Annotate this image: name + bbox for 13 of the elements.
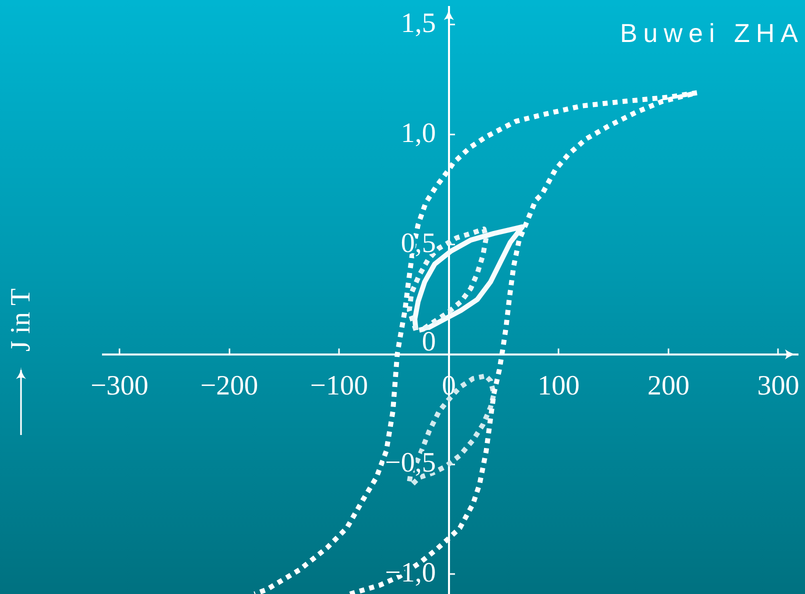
x-tick-label: 200 [647, 370, 690, 402]
x-tick-label: −100 [310, 370, 368, 402]
y-tick-label: 1,0 [400, 118, 436, 149]
x-tick-label: −200 [200, 370, 258, 402]
y-tick-label: 0 [422, 326, 436, 358]
y-tick-label: 1,5 [400, 8, 436, 39]
x-tick-label: −300 [90, 370, 148, 402]
x-tick-label: 300 [757, 370, 800, 402]
y-axis-title: J in T [5, 288, 36, 352]
y-tick-label: −0,5 [385, 448, 436, 479]
annotation: Buwei ZHA [620, 18, 804, 48]
x-tick-label: 100 [538, 370, 580, 402]
y-tick-label: 0,5 [400, 228, 436, 259]
